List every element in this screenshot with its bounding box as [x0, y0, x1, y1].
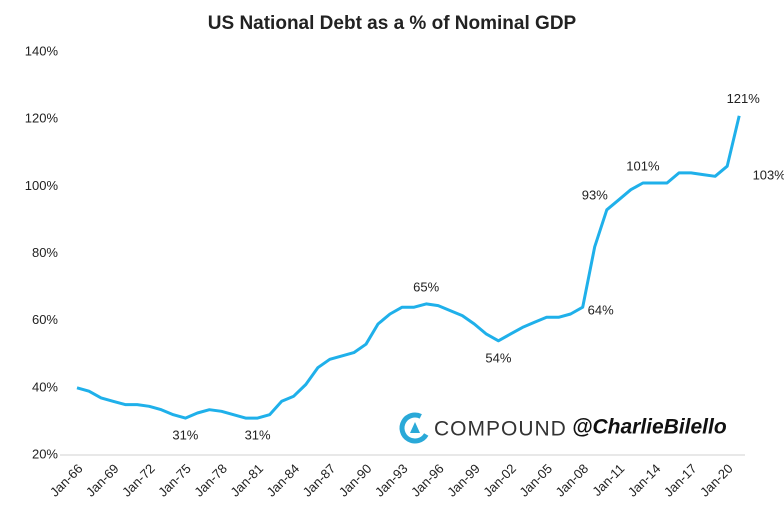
x-tick-label: Jan-17 [661, 461, 700, 500]
x-tick-label: Jan-72 [119, 461, 158, 500]
data-label: 101% [626, 158, 660, 173]
data-label: 54% [485, 350, 511, 365]
compound-logo [399, 412, 431, 444]
x-tick-label: Jan-14 [625, 461, 664, 500]
x-tick-label: Jan-20 [697, 461, 736, 500]
y-tick-label: 120% [25, 111, 59, 126]
y-tick-label: 140% [25, 43, 59, 58]
x-tick-label: Jan-05 [516, 461, 555, 500]
x-tick-label: Jan-96 [408, 461, 447, 500]
x-tick-label: Jan-90 [336, 461, 375, 500]
line-series [76, 115, 741, 420]
y-tick-label: 20% [32, 446, 58, 461]
data-label: 31% [172, 427, 198, 442]
watermark-brand: COMPOUND [434, 418, 567, 441]
y-tick-label: 80% [32, 245, 58, 260]
x-tick-label: Jan-99 [444, 461, 483, 500]
y-tick-label: 100% [25, 178, 59, 193]
data-label: 64% [588, 303, 614, 318]
x-tick-label: Jan-87 [300, 461, 339, 500]
x-tick-label: Jan-02 [480, 461, 519, 500]
x-tick-label: Jan-75 [155, 461, 194, 500]
x-tick-label: Jan-08 [553, 461, 592, 500]
y-tick-label: 60% [32, 312, 58, 327]
x-tick-label: Jan-81 [227, 461, 266, 500]
x-tick-label: Jan-78 [191, 461, 230, 500]
watermark-handle: @CharlieBilello [572, 416, 727, 439]
x-tick-label: Jan-84 [264, 461, 303, 500]
data-label: 103% [753, 168, 784, 183]
x-tick-label: Jan-93 [372, 461, 411, 500]
data-label: 65% [413, 279, 439, 294]
data-label: 31% [245, 427, 271, 442]
x-tick-label: Jan-11 [589, 461, 627, 499]
data-label: 93% [582, 187, 608, 202]
data-label: 121% [727, 91, 761, 106]
x-tick-label: Jan-69 [83, 461, 122, 500]
x-tick-label: Jan-66 [47, 461, 86, 500]
y-tick-label: 40% [32, 379, 58, 394]
chart-title: US National Debt as a % of Nominal GDP [208, 13, 577, 34]
